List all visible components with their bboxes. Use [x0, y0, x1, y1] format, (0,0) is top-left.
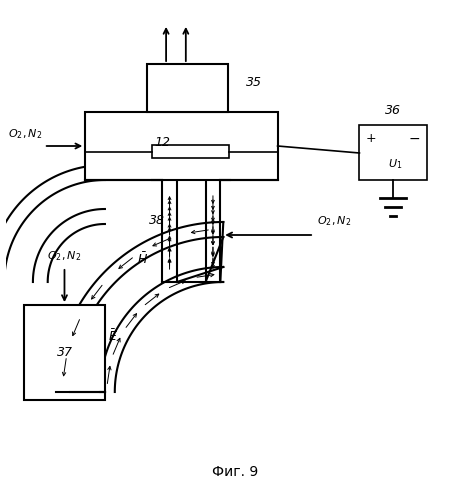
Text: 35: 35: [246, 76, 262, 88]
Text: Фиг. 9: Фиг. 9: [212, 465, 258, 479]
Text: +: +: [366, 132, 377, 145]
Text: $O_2, N_2$: $O_2, N_2$: [47, 249, 81, 263]
Text: $\bar{H}$: $\bar{H}$: [137, 252, 148, 267]
Text: 36: 36: [385, 104, 401, 117]
Bar: [359, 125, 426, 180]
Text: 37: 37: [56, 346, 73, 360]
Bar: [152, 145, 229, 158]
Text: $O_2, N_2$: $O_2, N_2$: [7, 127, 42, 141]
Text: −: −: [409, 132, 420, 146]
Text: $U_1$: $U_1$: [388, 157, 402, 171]
Text: $O_2, N_2$: $O_2, N_2$: [317, 214, 351, 228]
Text: 38: 38: [148, 214, 165, 228]
Bar: [85, 112, 278, 180]
Text: 12: 12: [154, 136, 170, 149]
Text: $\bar{E}$: $\bar{E}$: [107, 328, 118, 344]
Bar: [147, 64, 228, 112]
Bar: [24, 305, 105, 400]
